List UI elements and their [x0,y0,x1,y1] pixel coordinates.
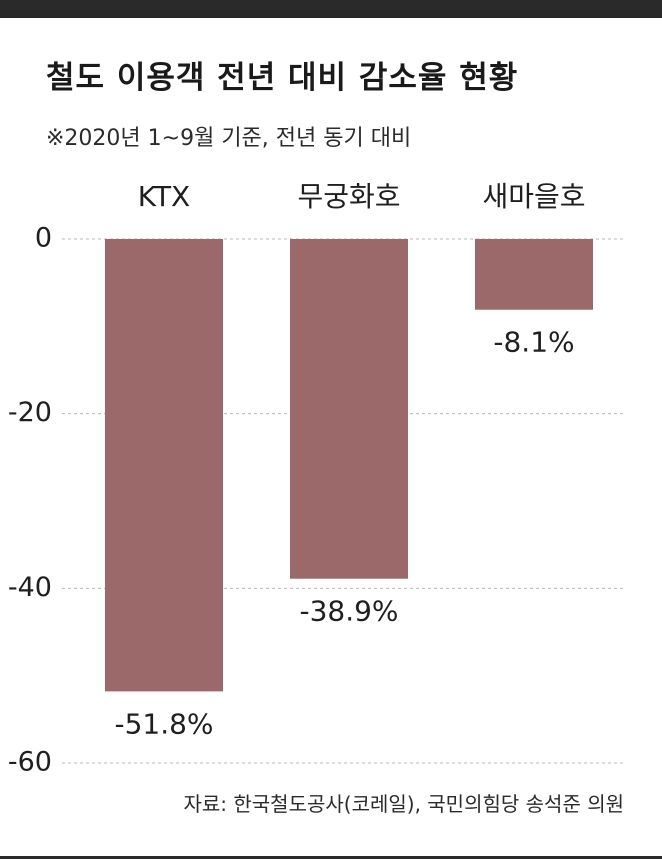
top-bar [0,0,662,18]
y-tick-label: -40 [8,572,52,603]
y-tick-label: 0 [35,223,52,254]
category-label: 무궁화호 [297,180,400,213]
bottom-rule [0,856,662,859]
source-note: 자료: 한국철도공사(코레일), 국민의힘당 송석준 의원 [183,792,624,816]
category-label: KTX [138,180,190,213]
bar [475,239,593,310]
chart-subtitle: ※2020년 1~9월 기준, 전년 동기 대비 [46,126,412,151]
data-label: -38.9% [299,595,398,628]
bar [105,239,223,692]
bar [290,239,408,579]
y-tick-label: -20 [8,397,52,428]
data-label: -8.1% [493,326,574,359]
data-label: -51.8% [114,707,213,740]
y-tick-label: -60 [8,747,52,778]
chart-title: 철도 이용객 전년 대비 감소율 현황 [46,60,519,96]
category-label: 새마을호 [482,180,585,213]
